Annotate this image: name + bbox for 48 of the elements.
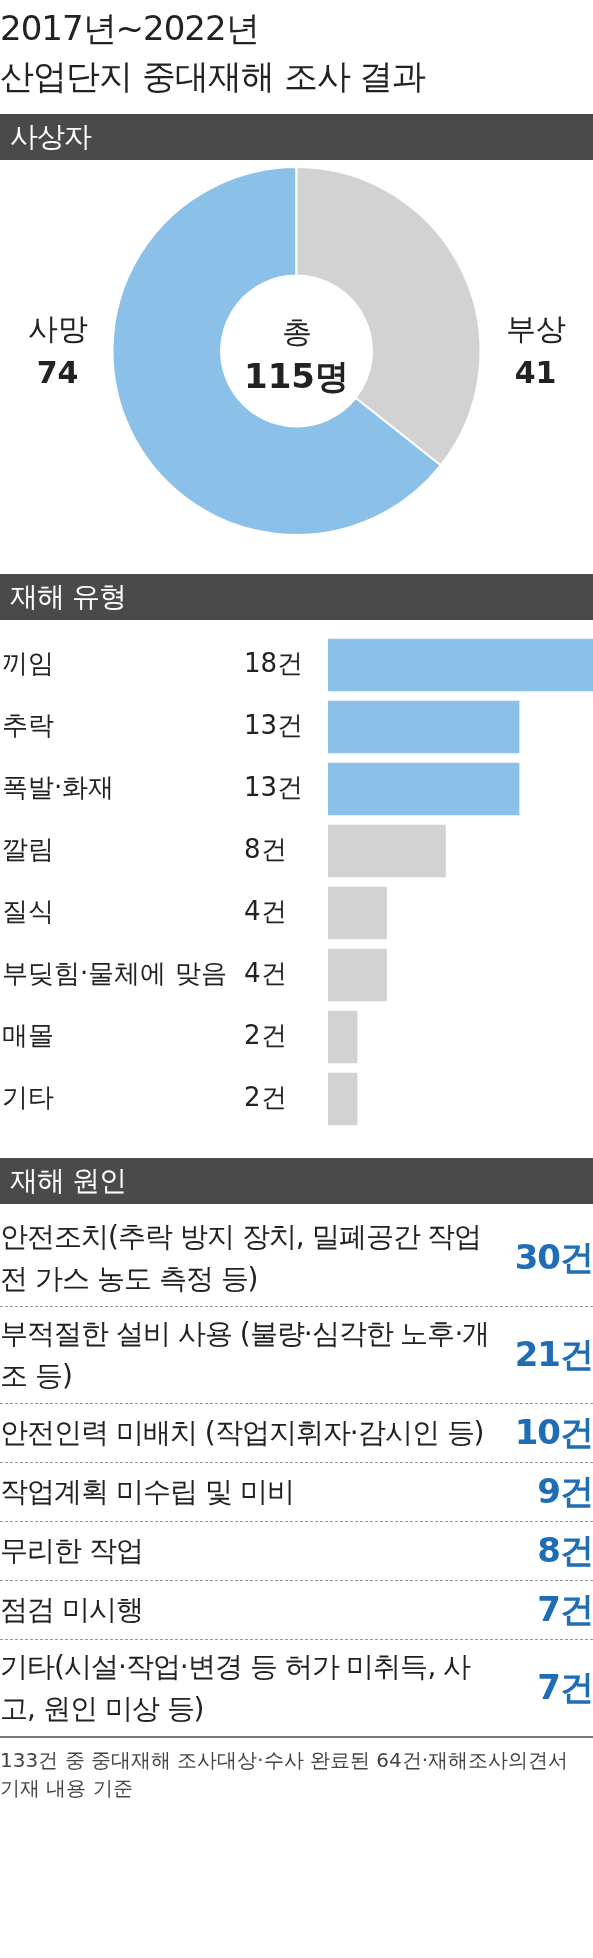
text: 재해 원인 bbox=[0, 1158, 593, 1204]
bar bbox=[328, 1010, 358, 1064]
data-label: 7건 bbox=[536, 1588, 593, 1631]
data-label: 74 bbox=[36, 354, 79, 390]
category-label: 부적절한 설비 사용 (불량·심각한 노후·개조 등) bbox=[0, 1316, 490, 1394]
data-label: 9건 bbox=[536, 1470, 593, 1513]
slice-label: 부상 bbox=[505, 310, 566, 346]
data-label: 21건 bbox=[513, 1333, 593, 1376]
bar bbox=[328, 824, 446, 878]
y-tick-label: 끼임 bbox=[2, 647, 54, 678]
chart-title: 2017년~2022년 산업단지 중대재해 조사 결과 bbox=[0, 7, 427, 98]
data-label: 13건 bbox=[244, 771, 304, 802]
data-label: 2건 bbox=[244, 1081, 287, 1112]
slice-label: 사망 bbox=[27, 310, 88, 346]
data-label: 41 bbox=[514, 354, 557, 390]
text: 재해 유형 bbox=[0, 574, 593, 620]
y-tick-label: 기타 bbox=[2, 1081, 54, 1112]
y-tick-label: 폭발·화재 bbox=[2, 771, 115, 802]
y-tick-label: 추락 bbox=[2, 709, 54, 740]
text: 총 115명 bbox=[244, 314, 349, 396]
data-label: 4건 bbox=[244, 895, 287, 926]
bar bbox=[328, 1072, 358, 1126]
data-label: 30건 bbox=[513, 1236, 593, 1279]
data-label: 8건 bbox=[536, 1529, 593, 1572]
chart-subtitle: 사상자 bbox=[0, 114, 593, 160]
bar bbox=[328, 762, 520, 816]
bar bbox=[328, 886, 387, 940]
category-label: 점검 미시행 bbox=[0, 1592, 144, 1628]
y-tick-label: 깔림 bbox=[2, 833, 54, 864]
bar bbox=[328, 700, 520, 754]
category-label: 안전인력 미배치 (작업지휘자·감시인 등) bbox=[0, 1415, 485, 1451]
data-label: 8건 bbox=[244, 833, 287, 864]
data-label: 4건 bbox=[244, 957, 287, 988]
data-label: 2건 bbox=[244, 1019, 287, 1050]
data-label: 10건 bbox=[513, 1411, 593, 1454]
category-label: 작업계획 미수립 및 미비 bbox=[0, 1474, 295, 1510]
y-tick-label: 부딪힘·물체에 맞음 bbox=[2, 957, 227, 988]
y-tick-label: 질식 bbox=[2, 895, 54, 926]
text: 133건 중 중대재해 조사대상·수사 완료된 64건·재해조사의견서 기재 내용 기준 bbox=[0, 1747, 570, 1802]
bar bbox=[328, 948, 387, 1002]
data-label: 18건 bbox=[244, 647, 304, 678]
category-label: 기타(시설·작업·변경 등 허가 미취득, 사고, 원인 미상 등) bbox=[0, 1649, 472, 1727]
category-label: 무리한 작업 bbox=[0, 1533, 144, 1569]
category-label: 안전조치(추락 방지 장치, 밀폐공간 작업 전 가스 농도 측정 등) bbox=[0, 1219, 483, 1297]
data-label: 13건 bbox=[244, 709, 304, 740]
data-label: 7건 bbox=[536, 1666, 593, 1709]
y-tick-label: 매몰 bbox=[2, 1019, 54, 1050]
bar bbox=[328, 638, 593, 692]
